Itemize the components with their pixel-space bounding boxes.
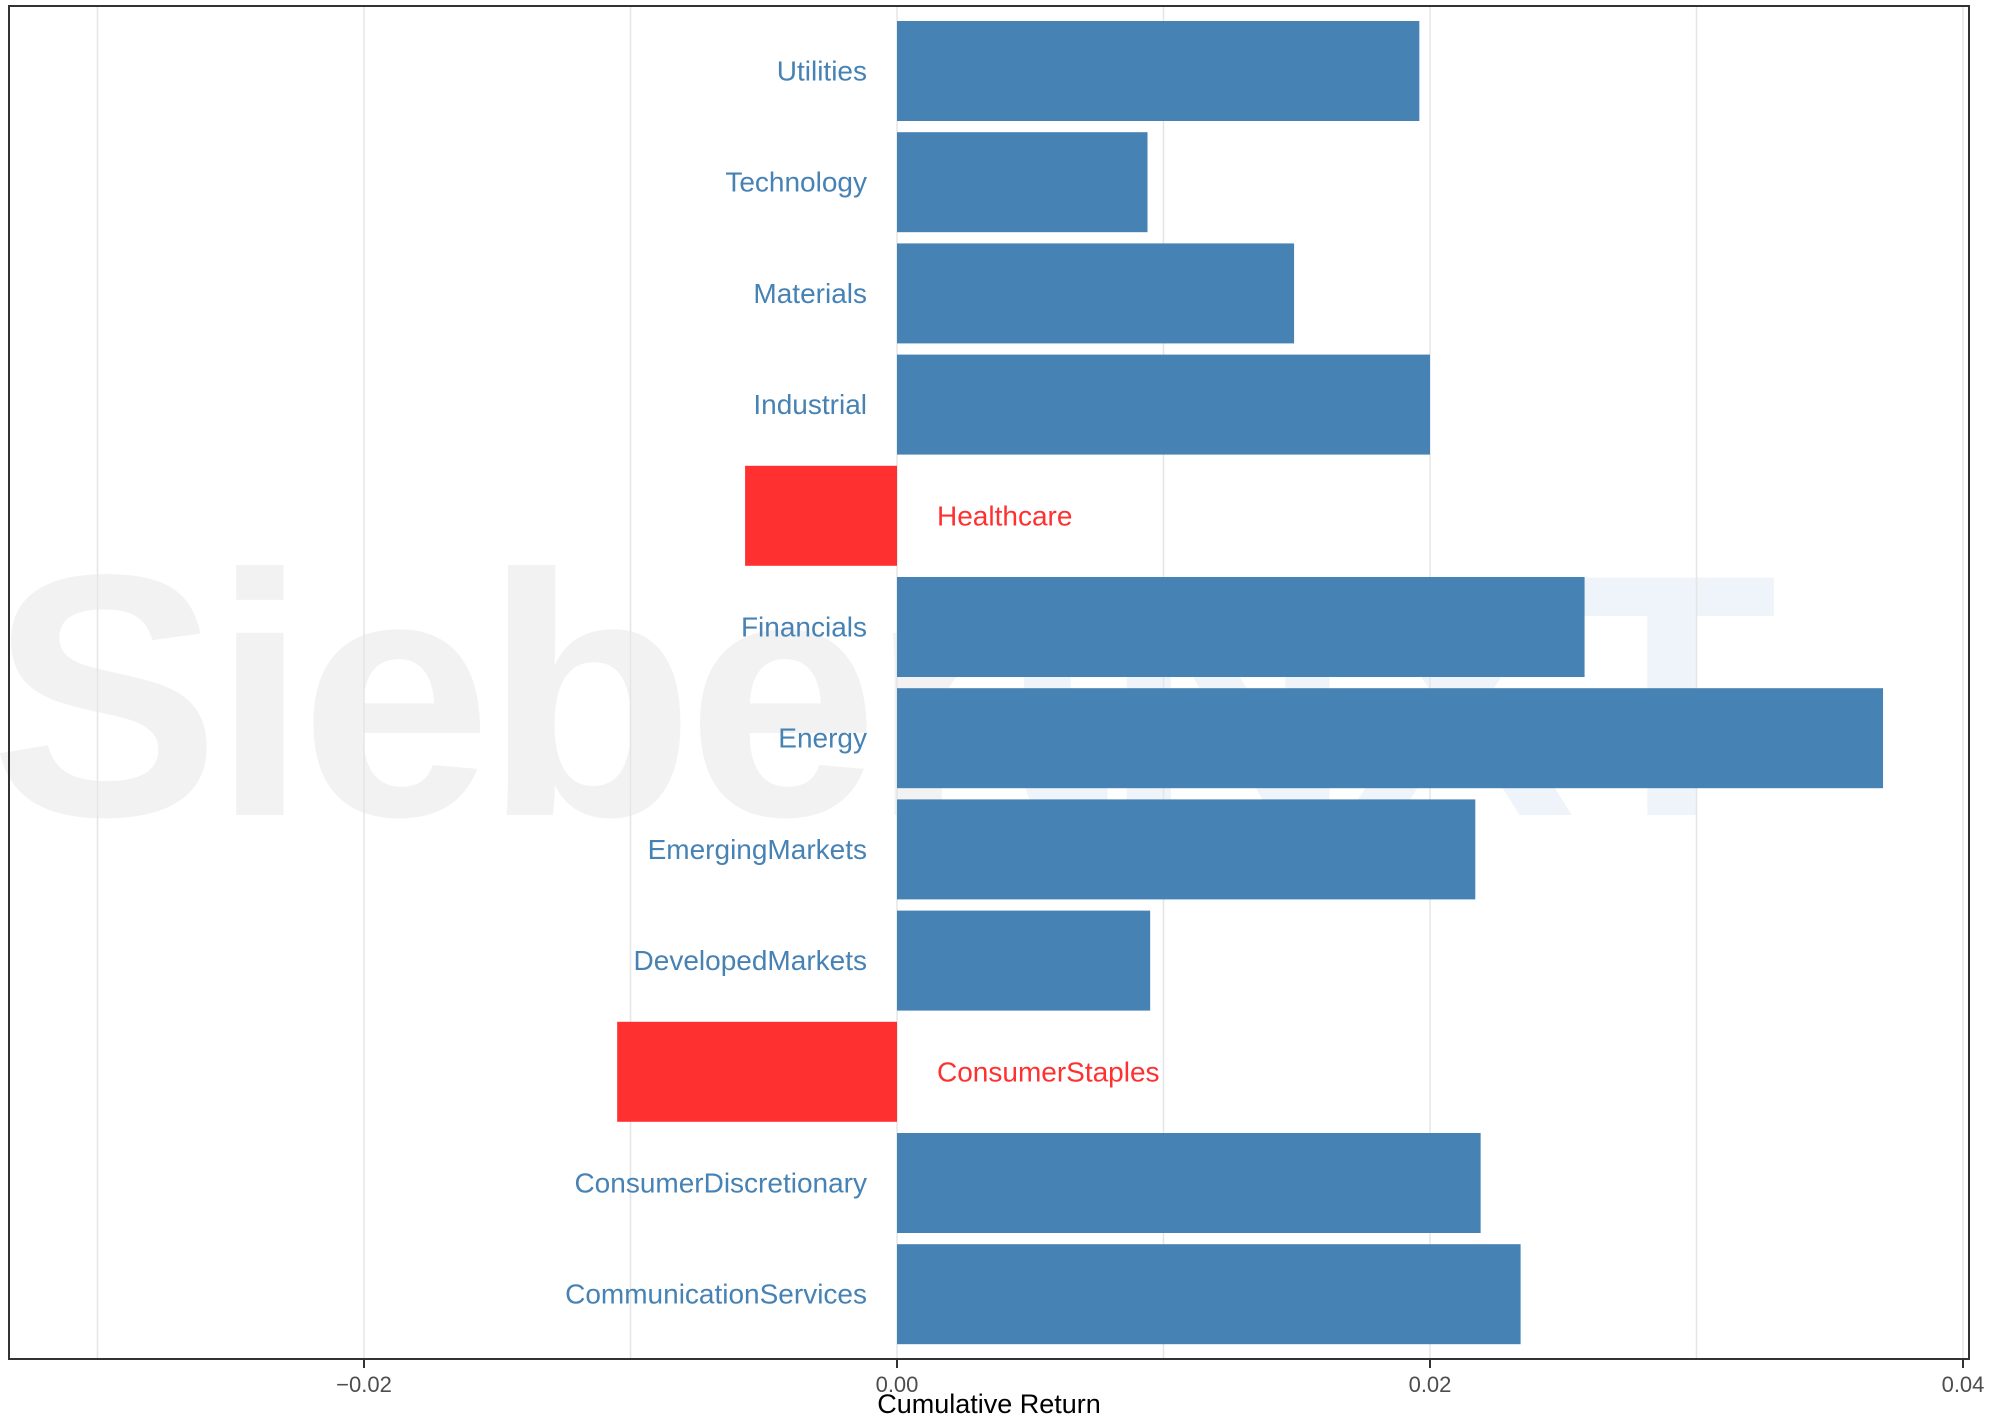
bar-label-energy: Energy (778, 723, 867, 754)
bar-consumerstaples (617, 1021, 897, 1122)
x-axis-ticks: −0.02 0.00 0.02 0.04 (336, 1360, 1984, 1397)
bar-utilities (897, 21, 1420, 121)
bar-industrial (897, 354, 1430, 455)
grid-lines (96, 6, 1964, 1359)
bar-financials (897, 577, 1585, 677)
x-tick-label: 0.00 (876, 1372, 919, 1397)
bar-label-emergingmarkets: EmergingMarkets (648, 834, 867, 865)
bars (617, 21, 1884, 1345)
bar-label-communicationservices: CommunicationServices (565, 1279, 867, 1310)
bar-label-industrial: Industrial (753, 389, 867, 420)
x-axis-title: Cumulative Return (877, 1389, 1101, 1419)
bar-materials (897, 243, 1295, 344)
bar-label-materials: Materials (753, 278, 867, 309)
bar-developedmarkets (897, 910, 1151, 1011)
x-tick-label: −0.02 (336, 1372, 392, 1397)
bar-label-consumerstaples: ConsumerStaples (937, 1056, 1160, 1087)
x-tick-label: 0.04 (1942, 1372, 1985, 1397)
plot-frame (8, 5, 1970, 1360)
bar-communicationservices (897, 1244, 1521, 1345)
bar-healthcare (745, 465, 897, 566)
bar-emergingmarkets (897, 799, 1476, 900)
bar-consumerdiscretionary (897, 1133, 1481, 1233)
bar-label-consumerdiscretionary: ConsumerDiscretionary (574, 1168, 867, 1199)
bar-label-technology: Technology (725, 167, 867, 198)
bar-energy (897, 688, 1884, 789)
bar-label-utilities: Utilities (777, 56, 867, 87)
bar-label-financials: Financials (741, 612, 867, 643)
bar-technology (897, 132, 1148, 233)
bar-label-healthcare: Healthcare (937, 500, 1072, 531)
bar-labels: Utilities Technology Materials Industrial He… (565, 56, 1159, 1310)
bar-label-developedmarkets: DevelopedMarkets (634, 945, 867, 976)
x-tick-label: 0.02 (1409, 1372, 1452, 1397)
